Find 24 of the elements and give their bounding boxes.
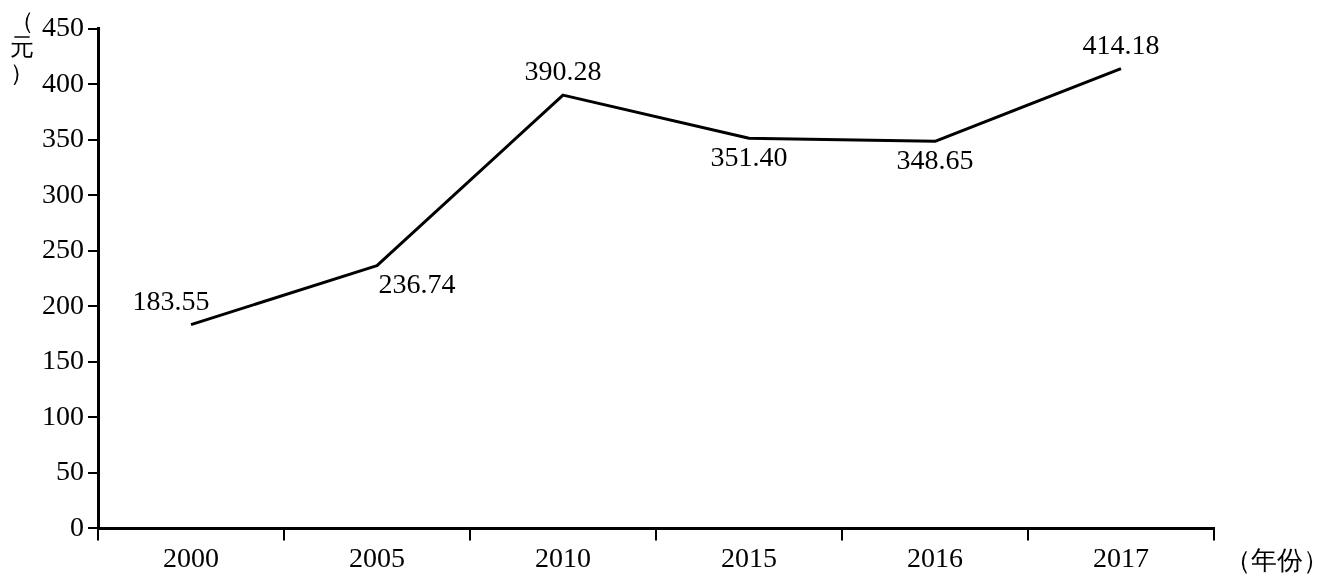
y-tick-label: 100 — [42, 399, 84, 431]
data-label: 183.55 — [132, 284, 210, 316]
x-tick-label: 2005 — [349, 541, 405, 573]
y-tick-label: 150 — [42, 344, 84, 376]
x-tick-label: 2000 — [163, 541, 219, 573]
y-tick-label: 450 — [42, 11, 84, 43]
data-label: 390.28 — [524, 55, 602, 87]
y-tick-label: 400 — [42, 66, 84, 98]
data-label: 351.40 — [710, 140, 788, 172]
data-label: 348.65 — [896, 143, 974, 175]
data-label: 236.74 — [378, 267, 456, 299]
y-tick-label: 300 — [42, 177, 84, 209]
y-tick-label: 350 — [42, 122, 84, 154]
y-tick-label: 0 — [70, 510, 84, 542]
x-tick-label: 2016 — [907, 541, 963, 573]
y-tick-label: 250 — [42, 233, 84, 265]
x-tick-label: 2010 — [535, 541, 591, 573]
x-axis-title: （年份） — [1225, 545, 1329, 577]
y-axis-title: （元） — [9, 8, 35, 86]
y-tick-label: 200 — [42, 288, 84, 320]
x-tick-label: 2015 — [721, 541, 777, 573]
x-tick-label: 2017 — [1093, 541, 1149, 573]
data-label: 414.18 — [1082, 28, 1160, 60]
y-tick-label: 50 — [56, 455, 84, 487]
